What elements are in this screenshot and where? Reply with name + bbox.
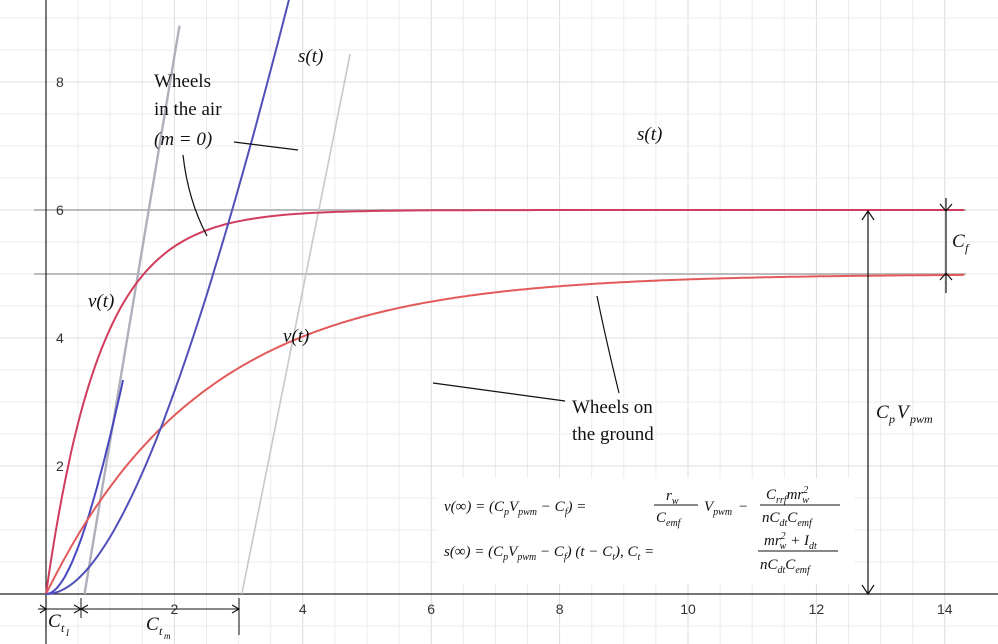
- series-ground-v: [45, 273, 965, 595]
- air-note-line3: (m = 0): [154, 129, 212, 150]
- ctm-subsub: m: [164, 631, 171, 641]
- formula-1-frac1-den: Cemf: [656, 510, 682, 529]
- y-tick-label: 8: [56, 74, 64, 90]
- formula-2-lhs: s(∞) = (CpVpwm − Cf) (t − Ct), Ct =: [444, 544, 654, 563]
- air-note-line2: in the air: [154, 99, 222, 120]
- y-tick-label: 6: [56, 202, 64, 218]
- formula-1-frac2-num: Crrfmr2 w: [766, 485, 809, 506]
- ground-note-line2: the ground: [572, 424, 654, 445]
- ctm-sub: t: [159, 624, 163, 638]
- ground-pointer-v: [596, 295, 620, 394]
- formula-1-frac1-num: rw: [666, 488, 679, 507]
- formula-1-lhs: v(∞) = (CpVpwm − Cf) =: [444, 499, 586, 518]
- cf-sub: f: [965, 241, 970, 255]
- label-s-ground: s(t): [637, 124, 662, 145]
- label-v-air: v(t): [88, 291, 114, 312]
- x-tick-label: 8: [556, 601, 564, 617]
- series-group: [45, 0, 965, 595]
- y-tick-label: 4: [56, 330, 64, 346]
- asymptote-ground: [241, 53, 351, 595]
- x-tick-label: 12: [809, 601, 825, 617]
- cti-sub: t: [61, 621, 65, 635]
- ground-pointer-s: [432, 382, 566, 402]
- cf-dimension: C f: [939, 198, 970, 293]
- x-tick-label: 4: [299, 601, 307, 617]
- cpv-sub1: p: [888, 412, 895, 426]
- cpv-mid: V: [897, 402, 911, 423]
- cpv-dimension: C p V pwm: [861, 209, 933, 596]
- label-s-air: s(t): [298, 46, 323, 67]
- air-note-line1: Wheels: [154, 71, 211, 92]
- formula-panel: v(∞) = (CpVpwm − Cf) = rw Cemf Vpwm − Crr…: [436, 478, 854, 584]
- x-tick-label: 10: [680, 601, 696, 617]
- ct-dimensions: C t I C t m: [38, 598, 241, 641]
- series-ground-s: [45, 0, 290, 595]
- formula-2-frac-den: nCdtCemf: [760, 557, 811, 576]
- formula-1-frac2-den: nCdtCemf: [762, 510, 813, 529]
- ctm-label: C: [146, 614, 159, 635]
- air-pointer-v: [182, 154, 208, 237]
- x-tick-label: 14: [937, 601, 953, 617]
- air-pointer-s: [233, 141, 299, 151]
- formula-2-frac-num: mr2 w + Idt: [764, 531, 817, 552]
- cti-subsub: I: [65, 628, 70, 638]
- series-air-v: [45, 209, 965, 595]
- label-v-ground: v(t): [283, 326, 309, 347]
- cf-label: C: [952, 231, 965, 252]
- ground-note-line1: Wheels on: [572, 397, 653, 418]
- formula-1-mid: Vpwm −: [704, 499, 748, 518]
- cti-label: C: [48, 611, 61, 632]
- x-tick-label: 6: [427, 601, 435, 617]
- y-tick-label: 2: [56, 458, 64, 474]
- series-s-air-curve: [45, 379, 124, 595]
- formula-background: [436, 478, 854, 584]
- cpv-label: C: [876, 402, 889, 423]
- cpv-sub2: pwm: [909, 412, 933, 426]
